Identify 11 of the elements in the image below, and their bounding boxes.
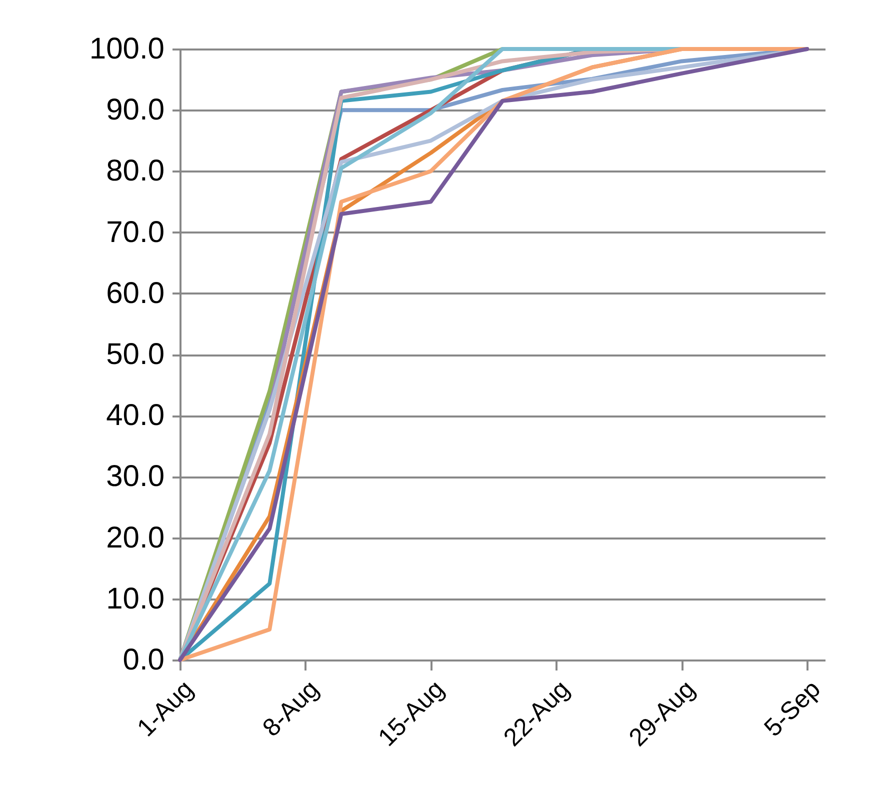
y-tick-label: 70.0 — [106, 216, 164, 249]
y-tick-label: 40.0 — [106, 399, 164, 432]
y-tick-label: 80.0 — [106, 154, 164, 188]
y-tick-label: 90.0 — [106, 94, 164, 127]
y-tick-label: 50.0 — [106, 338, 164, 371]
y-tick-label: 10.0 — [106, 582, 164, 616]
y-tick-label: 60.0 — [106, 276, 164, 310]
y-tick-label: 30.0 — [106, 460, 164, 494]
y-tick-label: 100.0 — [89, 32, 164, 66]
y-tick-label: 0.0 — [122, 644, 164, 676]
y-tick-label: 20.0 — [106, 521, 164, 554]
